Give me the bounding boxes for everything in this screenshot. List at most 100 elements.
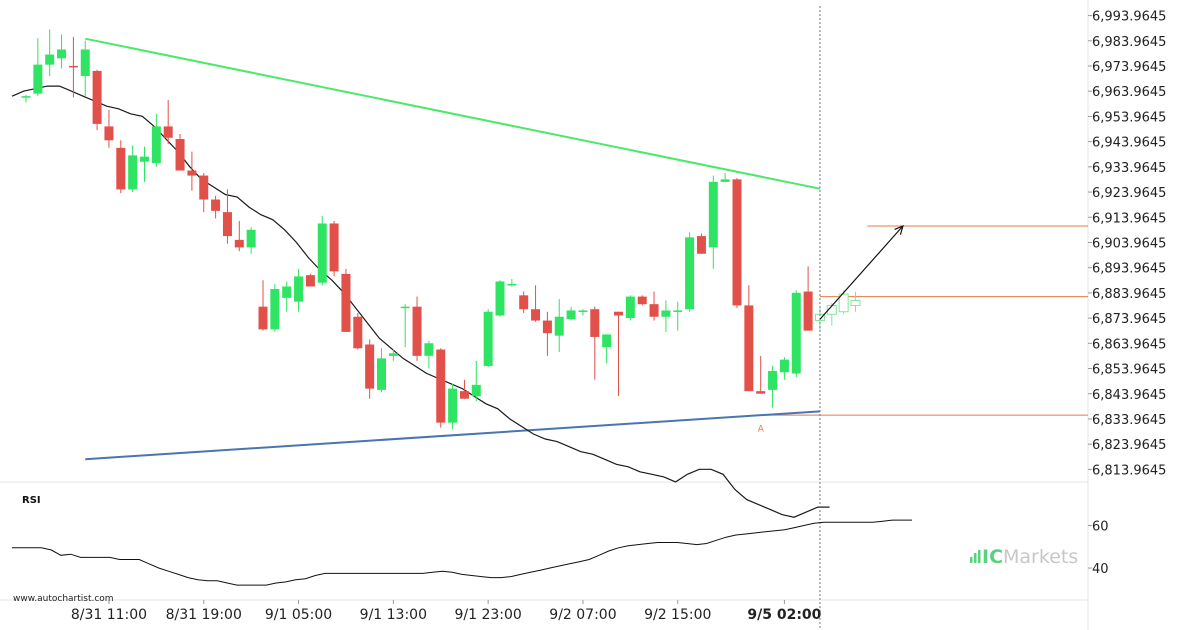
candle-body (744, 305, 754, 392)
candle-body (838, 293, 849, 313)
candle-body (21, 96, 31, 98)
bull-candle (270, 283, 280, 332)
candle-body (246, 229, 256, 248)
bull-candle (566, 306, 576, 321)
bear-candle (68, 36, 78, 98)
candle-body (566, 310, 576, 320)
svg-text:ICMarkets: ICMarkets (982, 546, 1078, 568)
bull-candle (578, 309, 588, 316)
bull-candle (388, 349, 398, 361)
price-tick-label: 6,923.9645 (1092, 186, 1166, 201)
bear-candle (436, 348, 446, 428)
candle-body (258, 306, 268, 330)
bull-candle (602, 334, 612, 364)
bull-candle (400, 304, 410, 348)
pattern-point-label: A (758, 424, 765, 434)
candle-body (388, 353, 398, 356)
candle-body (353, 316, 363, 349)
candle-body (661, 310, 671, 317)
bull-candle (768, 365, 778, 408)
candle-body (175, 139, 185, 171)
bear-candle (803, 266, 813, 331)
bear-candle (341, 268, 351, 332)
bull-candle (57, 34, 67, 69)
forming-candle (850, 291, 861, 312)
price-tick-label: 6,993.9645 (1092, 10, 1166, 25)
bull-candle (708, 175, 718, 269)
price-tick-label: 6,893.9645 (1092, 262, 1166, 277)
price-tick-label: 6,813.9645 (1092, 463, 1166, 478)
watermark-suffix: Markets (1003, 546, 1078, 568)
icmarkets-watermark: ICMarkets (970, 546, 1078, 568)
price-tick-label: 6,823.9645 (1092, 438, 1166, 453)
time-tick-label: 9/1 13:00 (360, 607, 427, 623)
candle-body (791, 292, 801, 374)
candle-body (211, 199, 221, 211)
price-tick-label: 6,883.9645 (1092, 287, 1166, 302)
candle-body (436, 349, 446, 423)
bear-candle (222, 189, 232, 244)
candle-body (448, 388, 458, 423)
candle-body (151, 126, 161, 163)
rsi-line (12, 519, 912, 586)
candle-body (104, 126, 114, 141)
candle-body (116, 147, 126, 190)
bear-candle (329, 220, 339, 277)
bear-candle (696, 233, 706, 254)
bull-candle (151, 113, 161, 167)
bear-candle (519, 291, 529, 313)
watermark-prefix: IC (982, 546, 1003, 568)
bear-candle (175, 133, 185, 171)
bear-candle (187, 151, 197, 191)
bear-candle (732, 178, 742, 308)
candle-body (365, 344, 375, 389)
bull-candle (495, 280, 505, 317)
bear-candle (92, 69, 102, 131)
time-axis: 8/31 11:00 8/31 19:00 9/1 05:00 9/1 13:00 9/… (71, 600, 822, 623)
candle-body (80, 49, 90, 76)
price-tick-label: 6,943.9645 (1092, 136, 1166, 151)
time-tick-label: 9/5 02:00 (747, 607, 821, 623)
candle-body (270, 289, 280, 330)
candle-body (140, 156, 149, 162)
candle-body (45, 54, 55, 65)
candle-body (685, 237, 695, 310)
time-tick-label: 9/2 15:00 (644, 607, 711, 623)
candles (21, 29, 861, 429)
candle-body (234, 239, 244, 248)
bull-candle (625, 295, 635, 321)
price-tick-label: 6,983.9645 (1092, 35, 1166, 50)
bear-candle (531, 285, 541, 322)
candle-body (578, 310, 588, 312)
bear-candle (365, 339, 375, 399)
bear-candle (637, 295, 647, 306)
candle-body (305, 275, 315, 287)
bull-candle (317, 215, 327, 286)
bull-candle (471, 360, 481, 402)
bull-candle (507, 278, 517, 287)
rsi-panel-label: RSI (22, 495, 41, 506)
price-tick-label: 6,863.9645 (1092, 337, 1166, 352)
price-tick-label: 6,913.9645 (1092, 211, 1166, 226)
candle-body (33, 64, 43, 94)
candle-body (57, 49, 67, 59)
bull-candle (779, 357, 789, 380)
watermark-bars-icon (970, 550, 981, 563)
candle-body (471, 384, 481, 397)
rsi-tick-label: 60 (1092, 519, 1109, 534)
candle-body (649, 304, 659, 317)
candle-body (768, 370, 778, 390)
candle-body (590, 309, 600, 337)
bull-candle (80, 40, 90, 97)
bull-candle (661, 300, 671, 332)
candle-body (625, 296, 635, 319)
candle-body (779, 359, 789, 373)
bull-candle (424, 340, 434, 369)
moving-average-line (11, 85, 830, 518)
markers: A (758, 6, 904, 630)
bear-candle (305, 273, 315, 287)
bear-candle (614, 311, 623, 397)
candle-body (377, 358, 386, 390)
bear-candle (258, 280, 268, 331)
